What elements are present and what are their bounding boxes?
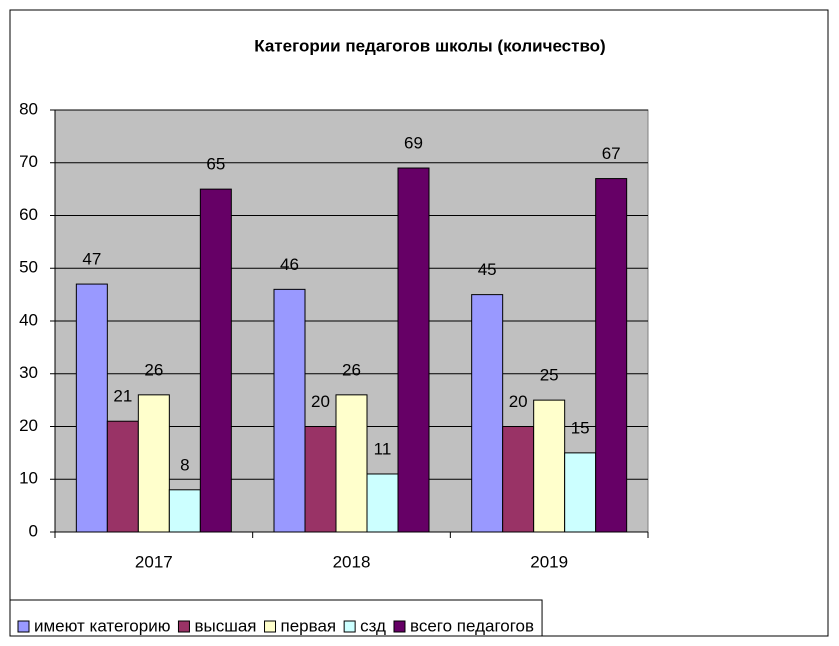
y-tick-label: 10 [19, 469, 38, 488]
bar [199, 188, 232, 533]
data-label: 45 [478, 260, 497, 279]
x-tick-label: 2017 [135, 552, 173, 571]
legend-label: всего педагогов [410, 616, 534, 635]
legend-label: сзд [360, 616, 386, 635]
y-tick-label: 30 [19, 363, 38, 382]
bar [471, 294, 504, 533]
x-tick-label: 2018 [333, 552, 371, 571]
bar [335, 394, 368, 533]
data-label: 65 [206, 155, 225, 174]
x-tick-label: 2019 [530, 552, 568, 571]
data-label: 8 [180, 455, 189, 474]
legend-label: имеют категорию [34, 616, 171, 635]
bar [75, 283, 108, 533]
bar [273, 288, 306, 533]
legend-swatch [393, 620, 406, 633]
legend-label: высшая [194, 616, 256, 635]
data-label: 21 [113, 387, 132, 406]
y-tick-label: 80 [19, 99, 38, 118]
data-label: 46 [280, 255, 299, 274]
data-label: 11 [374, 439, 392, 458]
y-tick-label: 70 [19, 152, 38, 171]
bar [366, 473, 399, 533]
data-label: 26 [144, 360, 163, 379]
legend-swatch [177, 620, 190, 633]
bar [397, 167, 430, 533]
data-label: 47 [82, 250, 101, 269]
legend-label: первая [281, 616, 337, 635]
chart-title: Категории педагогов школы (количество) [254, 36, 605, 55]
data-label: 67 [602, 144, 621, 163]
bar [137, 394, 170, 533]
data-label: 69 [404, 134, 423, 153]
y-tick-label: 40 [19, 310, 38, 329]
y-tick-label: 0 [29, 521, 38, 540]
y-tick-label: 20 [19, 416, 38, 435]
data-label: 26 [342, 360, 361, 379]
legend-box [9, 599, 543, 637]
legend-swatch [17, 620, 30, 633]
data-label: 25 [540, 366, 559, 385]
bar [502, 426, 535, 533]
data-label: 20 [509, 392, 528, 411]
bar [304, 426, 337, 533]
data-label: 20 [311, 392, 330, 411]
y-tick-label: 60 [19, 205, 38, 224]
legend-swatch [343, 620, 356, 633]
legend-swatch [264, 620, 277, 633]
bar [106, 420, 139, 533]
bar [168, 489, 201, 533]
bar [595, 178, 628, 533]
data-label: 15 [571, 418, 590, 437]
bar [533, 399, 566, 533]
y-tick-label: 50 [19, 258, 38, 277]
bar [564, 452, 597, 533]
